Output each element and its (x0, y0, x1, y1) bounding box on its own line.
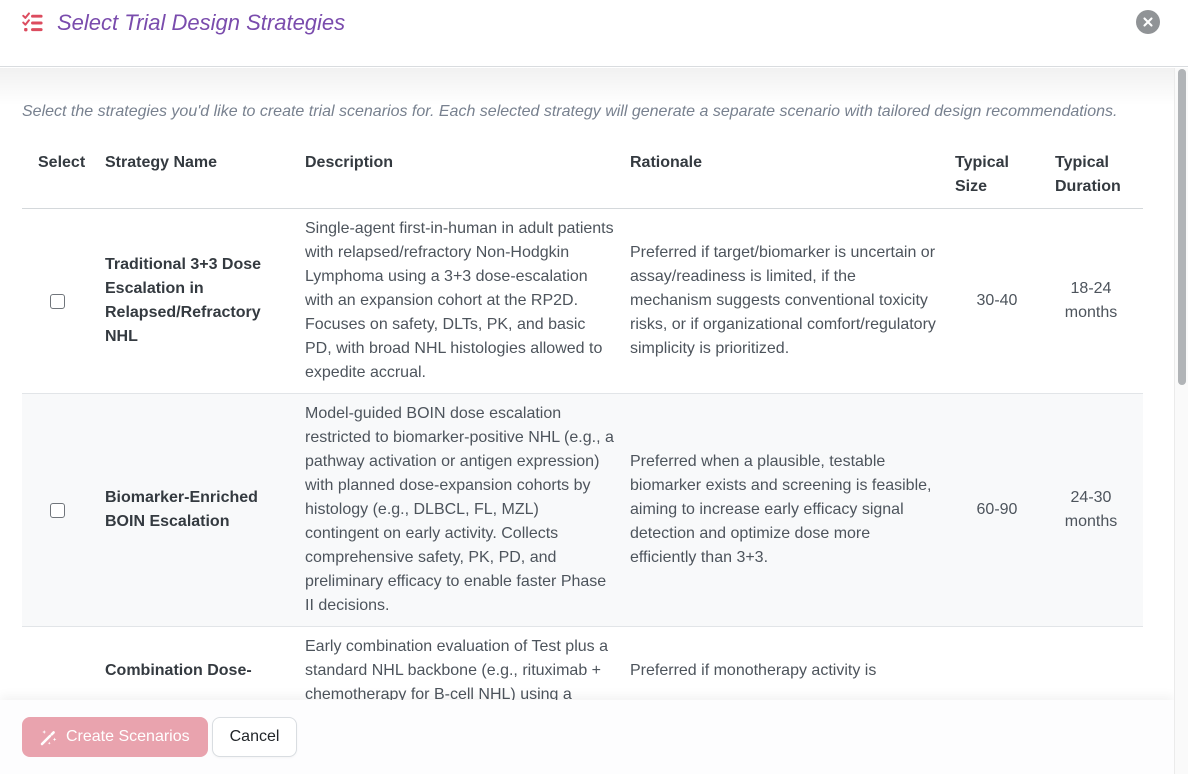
create-scenarios-label: Create Scenarios (66, 728, 190, 745)
rationale-cell: Preferred if monotherapy activity is (630, 662, 877, 679)
strategy-checkbox-biomarker-boin[interactable] (50, 502, 65, 518)
strategy-name-cell: Traditional 3+3 Dose Escalation in Relap… (105, 256, 262, 345)
modal-title: Select Trial Design Strategies (57, 10, 346, 35)
column-header-description: Description (305, 147, 630, 209)
table-header-row: Select Strategy Name Description Rationa… (22, 147, 1143, 209)
strategies-table: Select Strategy Name Description Rationa… (22, 147, 1143, 715)
scrollbar-thumb[interactable] (1178, 69, 1186, 385)
description-cell: Model-guided BOIN dose escalation restri… (305, 405, 614, 614)
close-button[interactable] (1136, 10, 1160, 34)
table-row-combination-dose: Combination Dose- Early combination eval… (22, 626, 1143, 716)
select-cell (22, 394, 105, 627)
table-row-biomarker-boin: Biomarker-Enriched BOIN Escalation Model… (22, 393, 1143, 627)
column-header-strategy-name: Strategy Name (105, 147, 305, 209)
description-cell: Single-agent first-in-human in adult pat… (305, 220, 614, 381)
strategy-name-cell: Biomarker-Enriched BOIN Escalation (105, 489, 258, 530)
column-header-select: Select (22, 147, 105, 209)
rationale-cell: Preferred when a plausible, testable bio… (630, 453, 932, 566)
cancel-button[interactable]: Cancel (211, 717, 298, 757)
strategy-name-cell: Combination Dose- (105, 662, 252, 679)
typical-size-cell: 30-40 (976, 292, 1018, 309)
intro-text: Select the strategies you'd like to crea… (22, 103, 1118, 120)
modal-header: Select Trial Design Strategies (0, 0, 1188, 67)
close-icon (1143, 17, 1153, 27)
magic-wand-sparkles-icon (40, 729, 57, 746)
typical-size-cell: 60-90 (976, 501, 1018, 518)
create-scenarios-button[interactable]: Create Scenarios (22, 717, 208, 757)
table-row-traditional-3plus3: Traditional 3+3 Dose Escalation in Relap… (22, 209, 1143, 394)
rationale-cell: Preferred if target/biomarker is uncerta… (630, 244, 936, 357)
select-cell (22, 209, 105, 394)
list-check-icon (22, 12, 43, 33)
column-header-typical-size: Typical Size (955, 147, 1055, 209)
description-cell: Early combination evaluation of Test plu… (305, 638, 608, 703)
modal-body: Select the strategies you'd like to crea… (0, 68, 1174, 774)
typical-duration-cell: 18-24 months (1064, 280, 1118, 321)
typical-duration-cell: 24-30 months (1064, 489, 1118, 530)
column-header-typical-duration: Typical Duration (1055, 147, 1143, 209)
column-header-rationale: Rationale (630, 147, 955, 209)
scrollbar-track[interactable] (1174, 68, 1188, 774)
modal-footer: Create Scenarios Cancel (0, 700, 1174, 774)
strategy-checkbox-traditional-3plus3[interactable] (50, 293, 65, 309)
